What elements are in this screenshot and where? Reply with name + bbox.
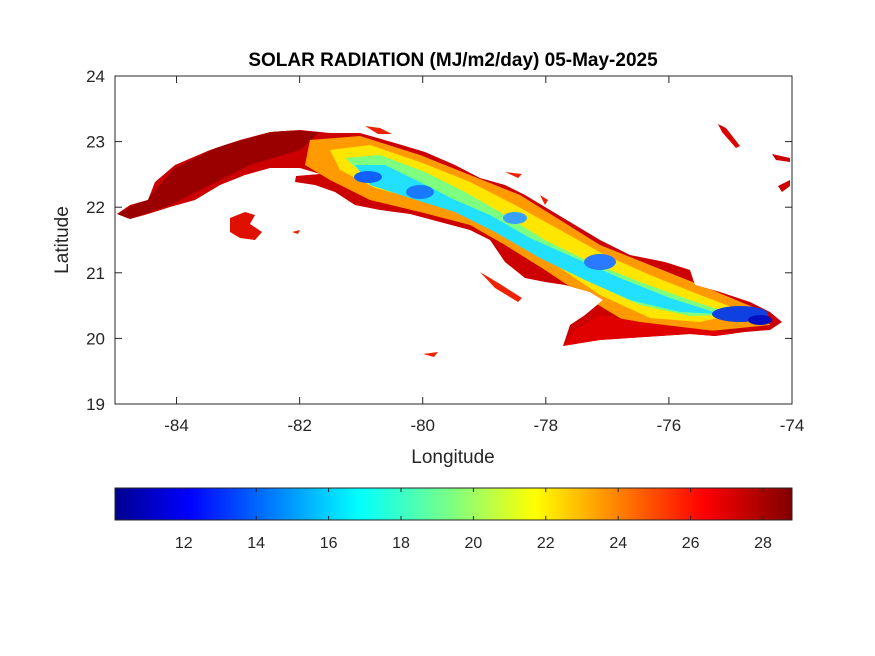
colorbar-tick-label: 16 [320, 535, 338, 552]
colorbar-tick-label: 18 [392, 535, 410, 552]
colorbar-tick-label: 24 [609, 535, 627, 552]
x-tick-label: -74 [780, 416, 805, 435]
x-tick-label: -84 [164, 416, 189, 435]
x-tick-label: -82 [287, 416, 312, 435]
y-axis-label: Latitude [52, 206, 73, 274]
colorbar-tick-label: 28 [754, 535, 772, 552]
cayos-south [480, 272, 522, 302]
colorbar-tick-label: 22 [537, 535, 555, 552]
cayo-far-east-2 [778, 180, 790, 192]
blue-spot-west [354, 171, 382, 183]
dark-red-band-west [117, 130, 320, 219]
cayos-north-central [365, 126, 392, 134]
y-tick-label: 20 [86, 329, 105, 348]
colorbar [114, 487, 793, 521]
colorbar-tick-label: 26 [682, 535, 700, 552]
y-axis: 19 20 21 22 23 24 [86, 67, 792, 414]
x-tick-label: -78 [534, 416, 559, 435]
x-axis-label: Longitude [411, 447, 494, 468]
x-tick-label: -76 [657, 416, 682, 435]
cayo-north-east [718, 124, 740, 148]
colorbar-tick-label: 12 [175, 535, 193, 552]
colorbar-tick-label: 20 [465, 535, 483, 552]
cyan-zone-center [355, 165, 720, 314]
cayo-north-2 [505, 172, 522, 178]
chart-title: SOLAR RADIATION (MJ/m2/day) 05-May-2025 [248, 50, 658, 71]
x-tick-label: -80 [410, 416, 435, 435]
darkblue-spot-east [748, 315, 772, 325]
colorbar-ticks: 12 14 16 18 20 22 24 26 28 [175, 488, 772, 552]
y-tick-label: 23 [86, 133, 105, 152]
colorbar-tick-label: 14 [247, 535, 265, 552]
cuba-heatmap [117, 124, 790, 357]
blue-spot-central [406, 185, 434, 199]
y-tick-label: 19 [86, 395, 105, 414]
plot-area [114, 75, 793, 405]
cayo-sw [292, 230, 300, 234]
isla-de-la-juventud [230, 212, 262, 240]
blue-spot-central-2 [503, 212, 527, 224]
blue-spot-camaguey [584, 254, 616, 270]
y-tick-label: 24 [86, 67, 105, 86]
x-axis: -84 -82 -80 -78 -76 -74 [164, 76, 804, 435]
cayo-se [540, 195, 548, 205]
y-tick-label: 21 [86, 264, 105, 283]
cayo-far-east-1 [772, 154, 790, 162]
y-tick-label: 22 [86, 198, 105, 217]
cayo-south-small [423, 352, 438, 357]
